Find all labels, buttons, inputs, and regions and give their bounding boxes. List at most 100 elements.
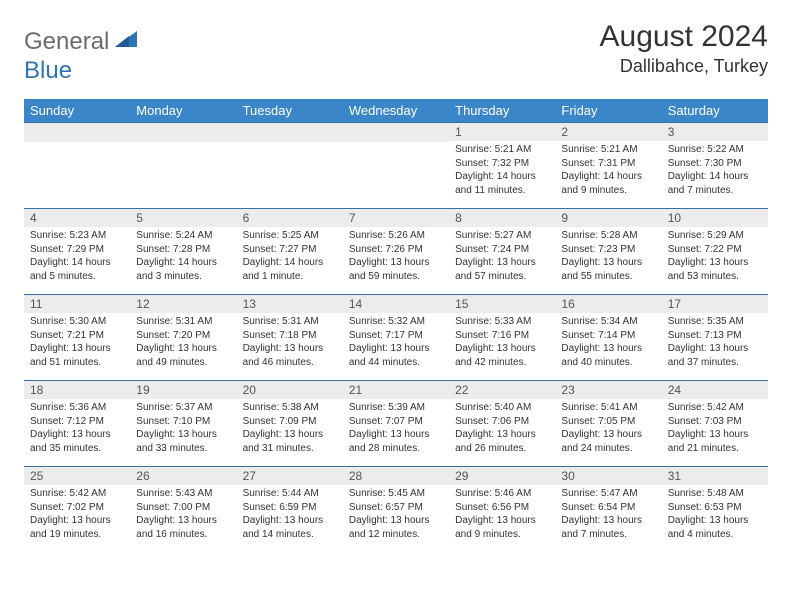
calendar-cell: 25Sunrise: 5:42 AMSunset: 7:02 PMDayligh… xyxy=(24,467,130,553)
day-sunrise: Sunrise: 5:42 AM xyxy=(668,401,762,415)
calendar-cell: 14Sunrise: 5:32 AMSunset: 7:17 PMDayligh… xyxy=(343,295,449,381)
day-daylight: Daylight: 13 hours and 44 minutes. xyxy=(349,342,443,369)
day-sunset: Sunset: 7:00 PM xyxy=(136,501,230,515)
day-content: Sunrise: 5:30 AMSunset: 7:21 PMDaylight:… xyxy=(24,313,130,373)
day-content: Sunrise: 5:36 AMSunset: 7:12 PMDaylight:… xyxy=(24,399,130,459)
day-content: Sunrise: 5:43 AMSunset: 7:00 PMDaylight:… xyxy=(130,485,236,545)
day-content: Sunrise: 5:42 AMSunset: 7:02 PMDaylight:… xyxy=(24,485,130,545)
day-sunset: Sunset: 7:18 PM xyxy=(243,329,337,343)
day-daylight: Daylight: 13 hours and 21 minutes. xyxy=(668,428,762,455)
day-daylight: Daylight: 13 hours and 12 minutes. xyxy=(349,514,443,541)
day-daylight: Daylight: 13 hours and 57 minutes. xyxy=(455,256,549,283)
logo-text-blue: Blue xyxy=(24,57,72,85)
calendar-cell: 17Sunrise: 5:35 AMSunset: 7:13 PMDayligh… xyxy=(662,295,768,381)
day-content: Sunrise: 5:24 AMSunset: 7:28 PMDaylight:… xyxy=(130,227,236,287)
weekday-header: Sunday xyxy=(24,99,130,123)
day-sunrise: Sunrise: 5:22 AM xyxy=(668,143,762,157)
weekday-header: Saturday xyxy=(662,99,768,123)
day-sunset: Sunset: 7:22 PM xyxy=(668,243,762,257)
empty-day xyxy=(343,123,449,142)
day-daylight: Daylight: 13 hours and 49 minutes. xyxy=(136,342,230,369)
day-number: 10 xyxy=(662,209,768,227)
day-number: 14 xyxy=(343,295,449,313)
day-sunset: Sunset: 6:59 PM xyxy=(243,501,337,515)
day-sunrise: Sunrise: 5:26 AM xyxy=(349,229,443,243)
calendar-cell: 18Sunrise: 5:36 AMSunset: 7:12 PMDayligh… xyxy=(24,381,130,467)
day-sunrise: Sunrise: 5:45 AM xyxy=(349,487,443,501)
calendar-cell: 11Sunrise: 5:30 AMSunset: 7:21 PMDayligh… xyxy=(24,295,130,381)
day-content: Sunrise: 5:22 AMSunset: 7:30 PMDaylight:… xyxy=(662,141,768,201)
day-number: 1 xyxy=(449,123,555,141)
day-content: Sunrise: 5:23 AMSunset: 7:29 PMDaylight:… xyxy=(24,227,130,287)
day-sunset: Sunset: 7:20 PM xyxy=(136,329,230,343)
day-number: 25 xyxy=(24,467,130,485)
day-sunrise: Sunrise: 5:28 AM xyxy=(561,229,655,243)
day-number: 4 xyxy=(24,209,130,227)
day-daylight: Daylight: 13 hours and 19 minutes. xyxy=(30,514,124,541)
day-sunset: Sunset: 7:24 PM xyxy=(455,243,549,257)
day-number: 12 xyxy=(130,295,236,313)
logo-triangle-icon xyxy=(115,31,137,52)
day-number: 24 xyxy=(662,381,768,399)
weekday-header: Friday xyxy=(555,99,661,123)
day-sunrise: Sunrise: 5:30 AM xyxy=(30,315,124,329)
calendar-cell: 15Sunrise: 5:33 AMSunset: 7:16 PMDayligh… xyxy=(449,295,555,381)
day-sunrise: Sunrise: 5:21 AM xyxy=(455,143,549,157)
calendar-cell: 21Sunrise: 5:39 AMSunset: 7:07 PMDayligh… xyxy=(343,381,449,467)
day-sunrise: Sunrise: 5:32 AM xyxy=(349,315,443,329)
calendar-cell: 10Sunrise: 5:29 AMSunset: 7:22 PMDayligh… xyxy=(662,209,768,295)
day-content: Sunrise: 5:31 AMSunset: 7:20 PMDaylight:… xyxy=(130,313,236,373)
day-daylight: Daylight: 13 hours and 16 minutes. xyxy=(136,514,230,541)
day-sunrise: Sunrise: 5:46 AM xyxy=(455,487,549,501)
day-sunset: Sunset: 7:05 PM xyxy=(561,415,655,429)
calendar-cell: 2Sunrise: 5:21 AMSunset: 7:31 PMDaylight… xyxy=(555,123,661,209)
calendar-cell: 5Sunrise: 5:24 AMSunset: 7:28 PMDaylight… xyxy=(130,209,236,295)
logo-text-general: General xyxy=(24,28,109,56)
weekday-header: Tuesday xyxy=(237,99,343,123)
day-sunrise: Sunrise: 5:41 AM xyxy=(561,401,655,415)
day-sunset: Sunset: 7:14 PM xyxy=(561,329,655,343)
empty-day xyxy=(237,123,343,142)
day-sunrise: Sunrise: 5:35 AM xyxy=(668,315,762,329)
calendar-cell: 31Sunrise: 5:48 AMSunset: 6:53 PMDayligh… xyxy=(662,467,768,553)
day-content: Sunrise: 5:38 AMSunset: 7:09 PMDaylight:… xyxy=(237,399,343,459)
calendar-cell: 19Sunrise: 5:37 AMSunset: 7:10 PMDayligh… xyxy=(130,381,236,467)
calendar-cell: 28Sunrise: 5:45 AMSunset: 6:57 PMDayligh… xyxy=(343,467,449,553)
day-daylight: Daylight: 13 hours and 28 minutes. xyxy=(349,428,443,455)
day-content: Sunrise: 5:47 AMSunset: 6:54 PMDaylight:… xyxy=(555,485,661,545)
calendar-cell: 29Sunrise: 5:46 AMSunset: 6:56 PMDayligh… xyxy=(449,467,555,553)
day-content: Sunrise: 5:33 AMSunset: 7:16 PMDaylight:… xyxy=(449,313,555,373)
day-sunset: Sunset: 7:28 PM xyxy=(136,243,230,257)
day-number: 28 xyxy=(343,467,449,485)
day-sunrise: Sunrise: 5:31 AM xyxy=(136,315,230,329)
calendar-cell xyxy=(237,123,343,209)
calendar-cell: 6Sunrise: 5:25 AMSunset: 7:27 PMDaylight… xyxy=(237,209,343,295)
day-number: 11 xyxy=(24,295,130,313)
day-content: Sunrise: 5:46 AMSunset: 6:56 PMDaylight:… xyxy=(449,485,555,545)
day-daylight: Daylight: 13 hours and 9 minutes. xyxy=(455,514,549,541)
day-number: 6 xyxy=(237,209,343,227)
day-number: 29 xyxy=(449,467,555,485)
day-daylight: Daylight: 13 hours and 31 minutes. xyxy=(243,428,337,455)
calendar-cell: 4Sunrise: 5:23 AMSunset: 7:29 PMDaylight… xyxy=(24,209,130,295)
day-sunset: Sunset: 7:07 PM xyxy=(349,415,443,429)
day-sunrise: Sunrise: 5:34 AM xyxy=(561,315,655,329)
day-content: Sunrise: 5:41 AMSunset: 7:05 PMDaylight:… xyxy=(555,399,661,459)
calendar-row: 25Sunrise: 5:42 AMSunset: 7:02 PMDayligh… xyxy=(24,467,768,553)
weekday-header: Thursday xyxy=(449,99,555,123)
day-sunrise: Sunrise: 5:48 AM xyxy=(668,487,762,501)
day-number: 31 xyxy=(662,467,768,485)
day-content: Sunrise: 5:40 AMSunset: 7:06 PMDaylight:… xyxy=(449,399,555,459)
day-content: Sunrise: 5:44 AMSunset: 6:59 PMDaylight:… xyxy=(237,485,343,545)
day-daylight: Daylight: 13 hours and 40 minutes. xyxy=(561,342,655,369)
day-sunset: Sunset: 7:29 PM xyxy=(30,243,124,257)
calendar-cell xyxy=(343,123,449,209)
day-sunset: Sunset: 6:54 PM xyxy=(561,501,655,515)
day-daylight: Daylight: 13 hours and 59 minutes. xyxy=(349,256,443,283)
calendar-cell xyxy=(130,123,236,209)
day-content: Sunrise: 5:25 AMSunset: 7:27 PMDaylight:… xyxy=(237,227,343,287)
calendar-cell: 1Sunrise: 5:21 AMSunset: 7:32 PMDaylight… xyxy=(449,123,555,209)
calendar-cell: 23Sunrise: 5:41 AMSunset: 7:05 PMDayligh… xyxy=(555,381,661,467)
calendar-cell: 7Sunrise: 5:26 AMSunset: 7:26 PMDaylight… xyxy=(343,209,449,295)
day-sunrise: Sunrise: 5:38 AM xyxy=(243,401,337,415)
